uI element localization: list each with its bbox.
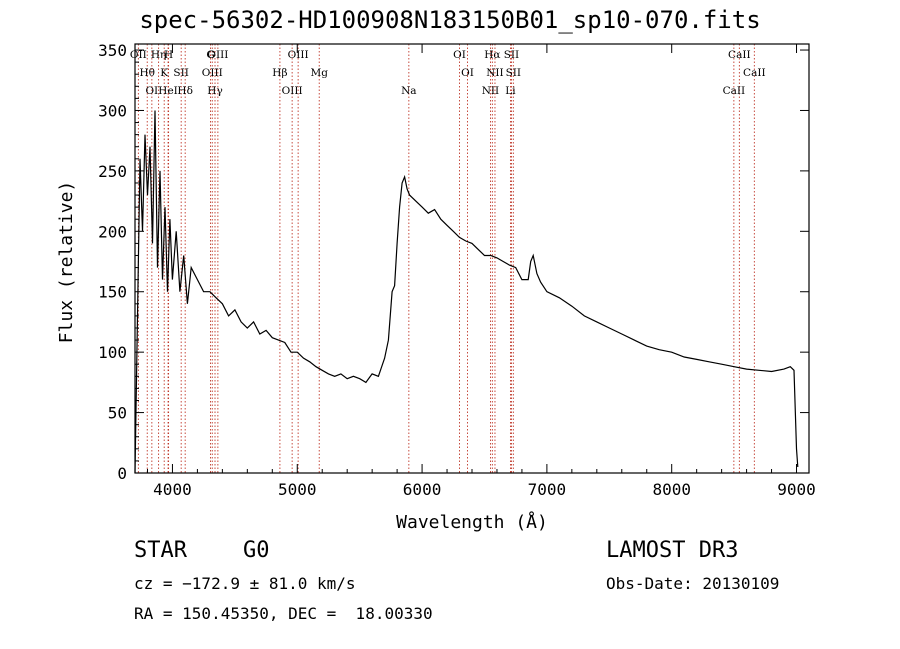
line-marker-label: OII bbox=[130, 49, 147, 61]
line-marker-label: CaII bbox=[728, 49, 751, 61]
line-marker-label: OI bbox=[145, 85, 158, 97]
line-marker-label: OIII bbox=[288, 49, 309, 61]
line-marker-label: Hδ bbox=[177, 85, 192, 97]
x-tick-label: 6000 bbox=[403, 480, 442, 499]
line-marker-label: OIII bbox=[282, 85, 303, 97]
x-tick-label: 9000 bbox=[777, 480, 816, 499]
y-tick-label: 100 bbox=[98, 343, 127, 362]
line-marker-label: NII bbox=[486, 67, 503, 79]
object-subclass: G0 bbox=[243, 538, 270, 563]
y-tick-label: 300 bbox=[98, 101, 127, 120]
line-marker-label: SII bbox=[506, 67, 522, 79]
line-marker-label: Li bbox=[505, 85, 516, 97]
x-tick-label: 5000 bbox=[278, 480, 317, 499]
line-marker-label: CaII bbox=[743, 67, 766, 79]
y-tick-label: 350 bbox=[98, 41, 127, 60]
line-marker-label: OI bbox=[453, 49, 466, 61]
line-marker-label: Hθ bbox=[139, 67, 154, 79]
line-marker-label: CaII bbox=[723, 85, 746, 97]
line-marker-label: G bbox=[206, 49, 214, 61]
line-marker-label: OI bbox=[461, 67, 474, 79]
line-marker-label: NII bbox=[482, 85, 499, 97]
y-axis-ticks: 0 50 100 150 200 250 300 350 bbox=[98, 41, 809, 483]
line-marker-label: SII bbox=[173, 67, 189, 79]
line-marker-label: Hα bbox=[484, 49, 500, 61]
y-tick-label: 250 bbox=[98, 162, 127, 181]
line-marker-label: Hγ bbox=[207, 85, 222, 97]
y-axis-label: Flux (relative) bbox=[56, 181, 77, 344]
line-markers-group bbox=[137, 44, 755, 473]
flux-series-line bbox=[134, 110, 799, 474]
line-marker-label: SII bbox=[504, 49, 520, 61]
line-marker-label: HeI bbox=[158, 85, 178, 97]
object-class: STAR bbox=[134, 538, 187, 563]
x-tick-label: 8000 bbox=[652, 480, 691, 499]
line-marker-label: Na bbox=[401, 85, 416, 97]
x-axis-ticks: 4000 5000 6000 7000 8000 9000 bbox=[146, 44, 816, 499]
line-marker-label: K bbox=[160, 67, 168, 79]
coordinates: RA = 150.45350, DEC = 18.00330 bbox=[134, 604, 433, 623]
line-marker-label: Hη bbox=[151, 49, 166, 61]
line-marker-labels-group: OIIHθOIHηKHeIHSIIHδGOIIIHγOIIIHβOIIIOIII… bbox=[130, 49, 766, 97]
y-tick-label: 150 bbox=[98, 283, 127, 302]
line-marker-label: Hβ bbox=[272, 67, 287, 79]
line-marker-label: OIII bbox=[202, 67, 223, 79]
x-tick-label: 7000 bbox=[528, 480, 567, 499]
chart-title: spec-56302-HD100908N183150B01_sp10-070.f… bbox=[139, 6, 761, 34]
observation-date: Obs-Date: 20130109 bbox=[606, 574, 780, 593]
redshift-velocity: cz = −172.9 ± 81.0 km/s bbox=[134, 574, 356, 593]
y-tick-label: 50 bbox=[108, 404, 127, 423]
x-axis-label: Wavelength (Å) bbox=[396, 511, 548, 533]
y-tick-label: 200 bbox=[98, 222, 127, 241]
x-tick-label: 4000 bbox=[153, 480, 192, 499]
y-tick-label: 0 bbox=[117, 464, 127, 483]
line-marker-label: Mg bbox=[310, 67, 328, 79]
survey-name: LAMOST DR3 bbox=[606, 538, 739, 563]
plot-frame bbox=[134, 43, 810, 474]
line-marker-label: H bbox=[164, 49, 173, 61]
line-marker-label: OIII bbox=[207, 49, 228, 61]
